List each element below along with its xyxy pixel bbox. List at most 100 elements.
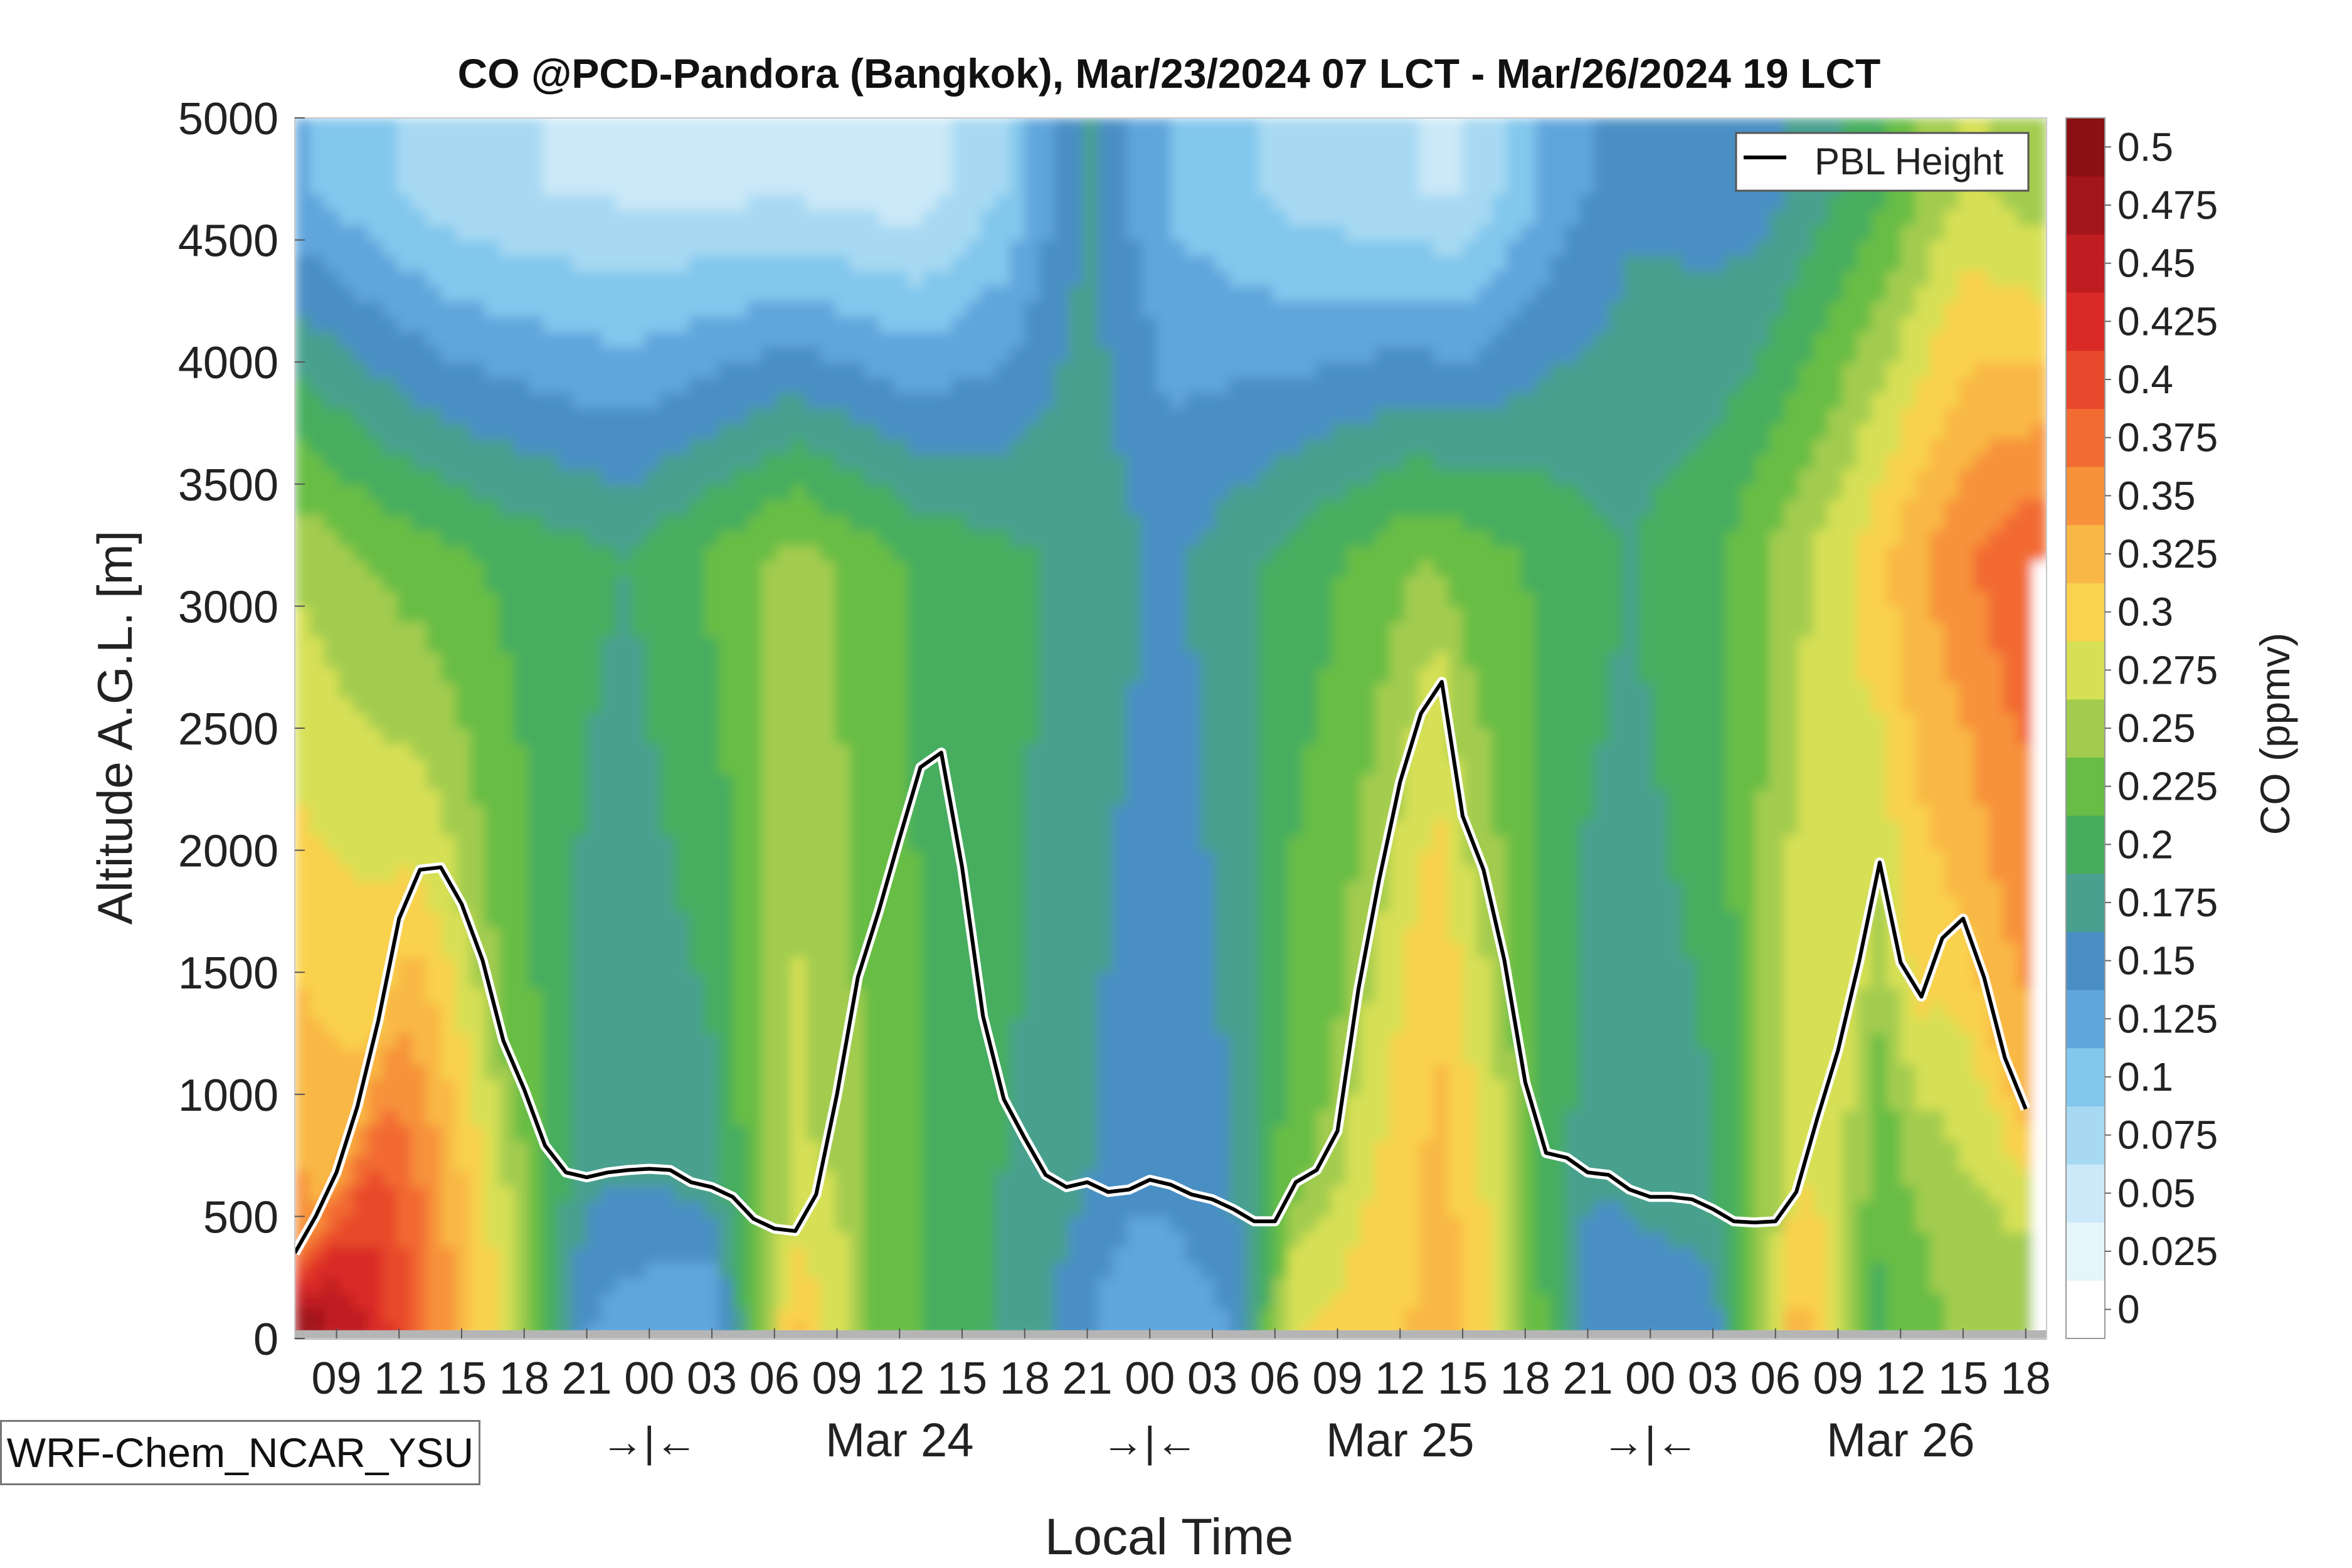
heat-cell	[514, 285, 529, 302]
heat-cell	[324, 1110, 339, 1126]
heat-cell	[1185, 743, 1201, 760]
heat-cell	[470, 1216, 485, 1232]
heat-cell	[368, 621, 383, 637]
heat-cell	[411, 1125, 427, 1141]
heat-cell	[791, 926, 807, 943]
heat-cell	[484, 697, 500, 714]
heat-cell	[659, 438, 675, 455]
heat-cell	[1126, 667, 1142, 683]
heat-cell	[703, 1293, 719, 1309]
heat-cell	[455, 1064, 471, 1080]
heat-cell	[1098, 560, 1113, 576]
heat-cell	[1126, 148, 1142, 164]
heat-cell	[616, 1216, 632, 1232]
heat-cell	[1024, 1064, 1041, 1080]
heat-cell	[908, 225, 923, 241]
heat-cell	[980, 652, 997, 668]
heat-cell	[1024, 408, 1041, 424]
heat-cell	[1098, 1293, 1113, 1309]
heat-cell	[733, 926, 748, 943]
heat-cell	[426, 820, 442, 836]
heat-cell	[426, 1247, 442, 1263]
heat-cell	[1098, 469, 1113, 485]
heat-cell	[1185, 911, 1201, 928]
heat-cell	[718, 331, 734, 347]
heat-cell	[937, 1033, 953, 1049]
heat-cell	[645, 1018, 660, 1034]
heat-cell	[295, 240, 310, 256]
heat-cell	[601, 346, 617, 363]
heat-cell	[630, 331, 646, 347]
heat-cell	[616, 133, 632, 149]
heat-cell	[484, 438, 500, 455]
heat-cell	[1170, 850, 1186, 866]
heat-cell	[558, 712, 573, 729]
heat-cell	[1185, 560, 1201, 576]
heat-cell	[1098, 850, 1113, 866]
heat-cell	[718, 1018, 734, 1034]
heat-cell	[908, 1018, 923, 1034]
heat-cell	[908, 529, 923, 546]
heat-cell	[761, 743, 778, 760]
heat-cell	[703, 270, 719, 287]
heat-cell	[1170, 1048, 1186, 1065]
heat-cell	[601, 712, 617, 729]
heat-cell	[922, 835, 938, 851]
heat-cell	[893, 575, 909, 592]
heat-cell	[1083, 621, 1099, 637]
heat-cell	[426, 316, 442, 332]
heat-cell	[659, 179, 675, 195]
heat-cell	[937, 1277, 953, 1293]
heat-cell	[1112, 804, 1128, 820]
heat-cell	[616, 1308, 632, 1324]
heat-cell	[1054, 1201, 1069, 1217]
heat-cell	[1054, 941, 1069, 958]
heat-cell	[396, 377, 413, 393]
heat-cell	[689, 987, 704, 1004]
heat-cell	[689, 1033, 704, 1049]
heat-cell	[353, 560, 369, 576]
heat-cell	[703, 240, 719, 256]
heat-cell	[440, 1277, 457, 1293]
heat-cell	[659, 682, 675, 699]
heat-cell	[893, 1125, 909, 1141]
heat-cell	[558, 194, 573, 210]
heat-cell	[411, 453, 427, 470]
heat-cell	[951, 1140, 967, 1157]
heat-cell	[776, 270, 792, 287]
heat-cell	[499, 621, 515, 637]
heat-cell	[368, 453, 383, 470]
heat-cell	[499, 911, 515, 928]
heat-cell	[922, 728, 938, 744]
heat-cell	[586, 835, 602, 851]
heat-cell	[1156, 850, 1172, 866]
heat-cell	[411, 850, 427, 866]
heat-cell	[1083, 1308, 1099, 1324]
heat-cell	[776, 1018, 792, 1034]
heat-cell	[776, 255, 792, 272]
heat-cell	[937, 423, 953, 439]
heat-cell	[689, 758, 704, 775]
heat-cell	[995, 621, 1011, 637]
heat-cell	[1010, 194, 1025, 210]
heat-cell	[980, 712, 997, 729]
heat-cell	[908, 1079, 923, 1095]
heat-cell	[864, 881, 879, 897]
heat-cell	[1156, 956, 1172, 973]
heat-cell	[1142, 1293, 1157, 1309]
heat-cell	[951, 987, 967, 1004]
heat-cell	[864, 804, 879, 820]
heat-cell	[1142, 1277, 1157, 1293]
heat-cell	[1054, 972, 1069, 988]
heat-cell	[1068, 408, 1084, 424]
heat-cell	[1170, 1201, 1186, 1217]
heat-cell	[1126, 881, 1142, 897]
heat-cell	[1126, 896, 1142, 912]
heat-cell	[411, 1110, 427, 1126]
heat-cell	[338, 255, 354, 272]
heat-cell	[484, 362, 500, 378]
heat-cell	[558, 560, 573, 576]
heat-cell	[864, 1140, 879, 1157]
heat-cell	[835, 255, 850, 272]
heat-cell	[484, 1308, 500, 1324]
